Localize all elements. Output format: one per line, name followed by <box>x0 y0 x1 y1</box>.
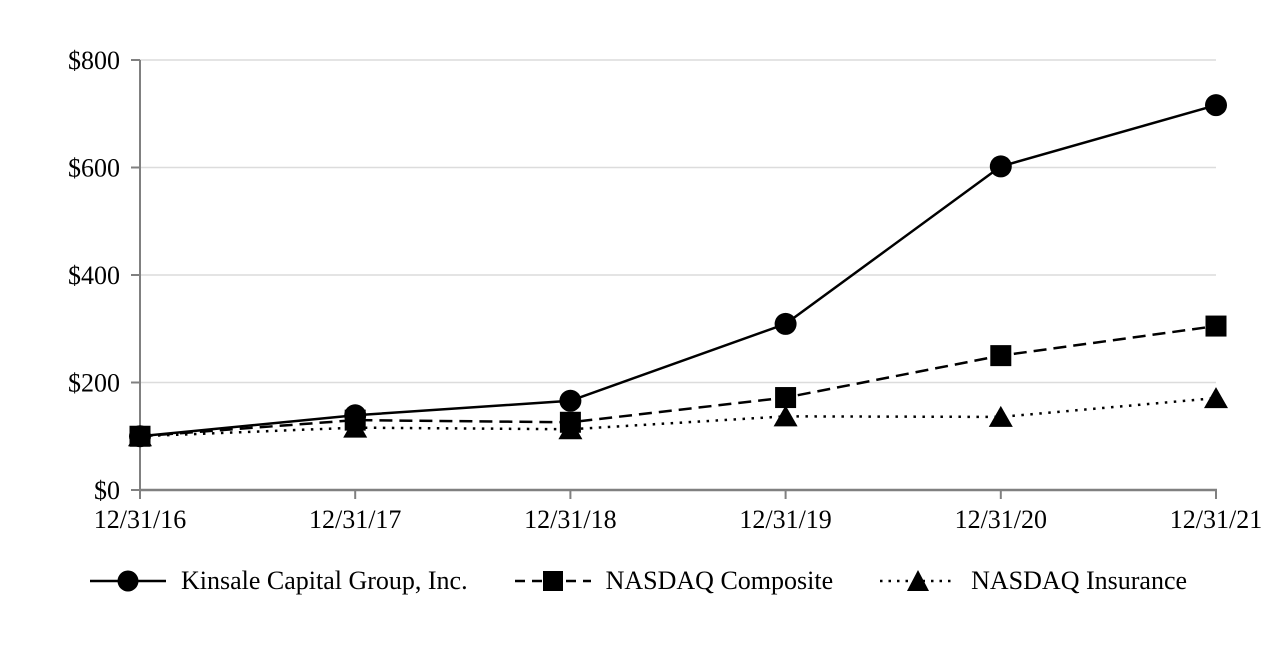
data-point-square <box>775 387 797 409</box>
legend-item-nasdaq-composite: NASDAQ Composite <box>514 566 834 596</box>
y-axis-label: $600 <box>68 154 120 183</box>
dashed-line-square-marker-icon <box>514 571 591 591</box>
data-point-circle <box>774 312 797 335</box>
chart-legend: Kinsale Capital Group, Inc. NASDAQ Compo… <box>0 566 1276 596</box>
data-point-square <box>990 345 1012 367</box>
series-line-triangle <box>139 396 1217 438</box>
data-point-triangle <box>128 425 152 447</box>
series-line-circle <box>139 103 1217 438</box>
series-line-square <box>139 324 1217 438</box>
y-axis-label: $0 <box>94 476 120 505</box>
legend-item-nasdaq-insurance: NASDAQ Insurance <box>879 566 1187 596</box>
x-axis-label: 12/31/20 <box>955 505 1047 534</box>
dotted-line-triangle-marker-icon <box>880 570 957 591</box>
legend-label-nasdaq-insurance: NASDAQ Insurance <box>971 566 1188 595</box>
x-axis-label: 12/31/18 <box>524 505 616 534</box>
solid-line-circle-marker-icon <box>89 570 166 592</box>
y-axis-label: $200 <box>68 369 120 398</box>
y-axis-label: $800 <box>68 46 120 75</box>
legend-item-kinsale: Kinsale Capital Group, Inc. <box>89 566 468 596</box>
legend-label-nasdaq-composite: NASDAQ Composite <box>605 566 834 595</box>
x-axis-label: 12/31/17 <box>309 505 401 534</box>
data-point-triangle <box>1204 387 1228 409</box>
legend-label-kinsale: Kinsale Capital Group, Inc. <box>180 566 468 595</box>
data-point-circle <box>559 389 582 412</box>
x-axis-label: 12/31/21 <box>1170 505 1262 534</box>
x-axis-label: 12/31/16 <box>94 505 186 534</box>
y-axis-label: $400 <box>68 261 120 290</box>
plot-area: $0 $200 $400 $600 $800 12/31/16 12/31/17 12/31/… <box>68 46 1262 534</box>
x-axis-label: 12/31/19 <box>739 505 831 534</box>
data-point-triangle <box>773 405 798 427</box>
data-point-triangle <box>558 418 583 440</box>
data-point-triangle <box>988 405 1013 427</box>
data-point-square <box>1205 315 1227 337</box>
data-point-circle <box>1205 94 1227 117</box>
data-point-circle <box>989 155 1012 178</box>
data-point-triangle <box>343 416 368 438</box>
